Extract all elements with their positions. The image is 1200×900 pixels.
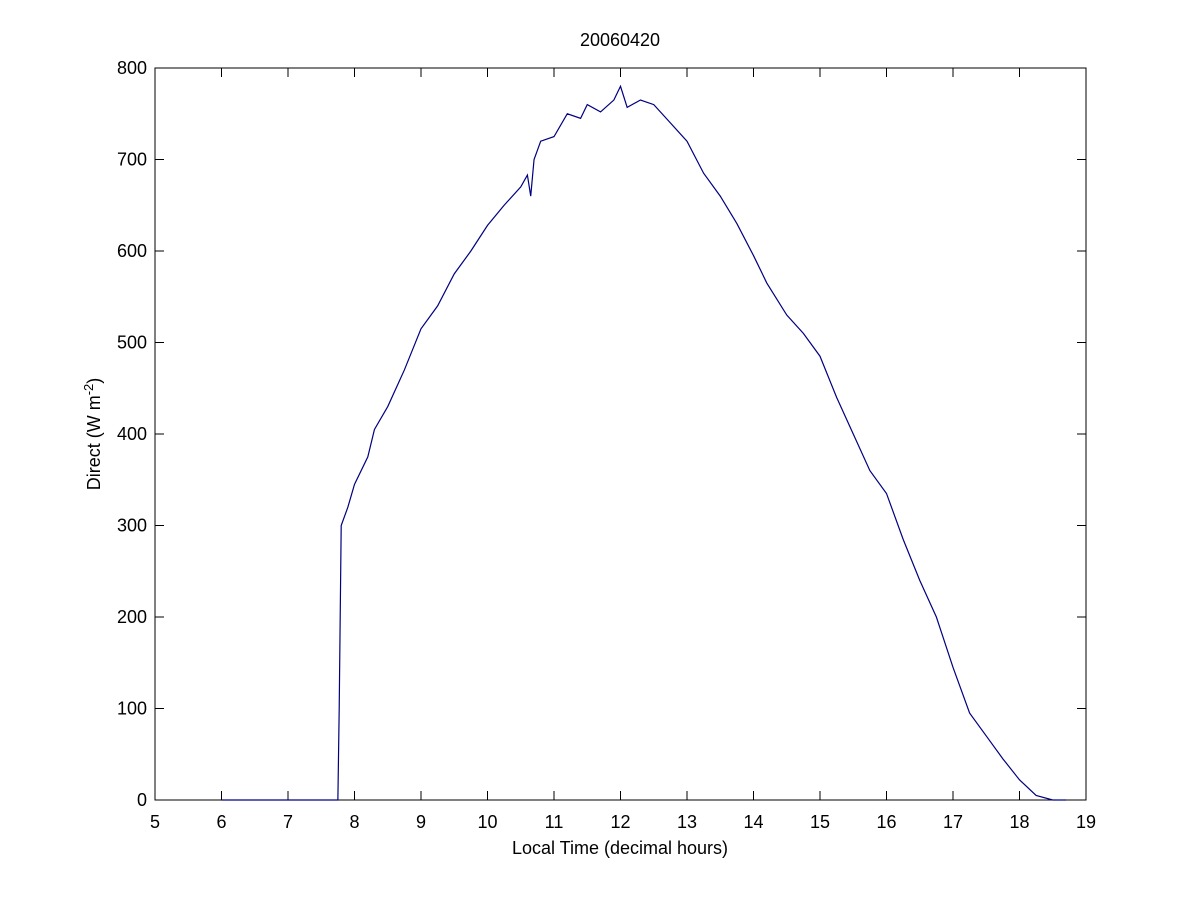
x-tick-label: 9	[416, 812, 426, 832]
y-tick-label: 400	[117, 424, 147, 444]
y-tick-label: 700	[117, 150, 147, 170]
x-tick-label: 6	[216, 812, 226, 832]
x-tick-label: 7	[283, 812, 293, 832]
y-tick-label: 200	[117, 607, 147, 627]
y-tick-label: 300	[117, 516, 147, 536]
x-tick-label: 18	[1009, 812, 1029, 832]
y-tick-label: 600	[117, 241, 147, 261]
x-tick-label: 14	[743, 812, 763, 832]
x-tick-label: 12	[610, 812, 630, 832]
y-tick-label: 800	[117, 58, 147, 78]
x-tick-label: 8	[349, 812, 359, 832]
y-tick-label: 100	[117, 699, 147, 719]
x-tick-label: 15	[810, 812, 830, 832]
chart-title: 20060420	[580, 30, 660, 50]
y-axis-label-suffix: )	[84, 378, 104, 384]
y-tick-label: 500	[117, 333, 147, 353]
y-axis-label-superscript: -2	[81, 384, 96, 396]
x-tick-label: 19	[1076, 812, 1096, 832]
y-axis-label-text: Direct (W m	[84, 395, 104, 490]
x-axis-label: Local Time (decimal hours)	[512, 838, 728, 858]
data-line	[221, 84, 1067, 801]
x-tick-label: 16	[876, 812, 896, 832]
x-tick-label: 10	[477, 812, 497, 832]
x-tick-label: 5	[150, 812, 160, 832]
x-tick-label: 11	[545, 812, 564, 832]
y-axis-label: Direct (W m-2)	[81, 378, 104, 491]
x-tick-label: 17	[943, 812, 963, 832]
y-tick-label: 0	[137, 790, 147, 810]
x-tick-label: 13	[677, 812, 697, 832]
